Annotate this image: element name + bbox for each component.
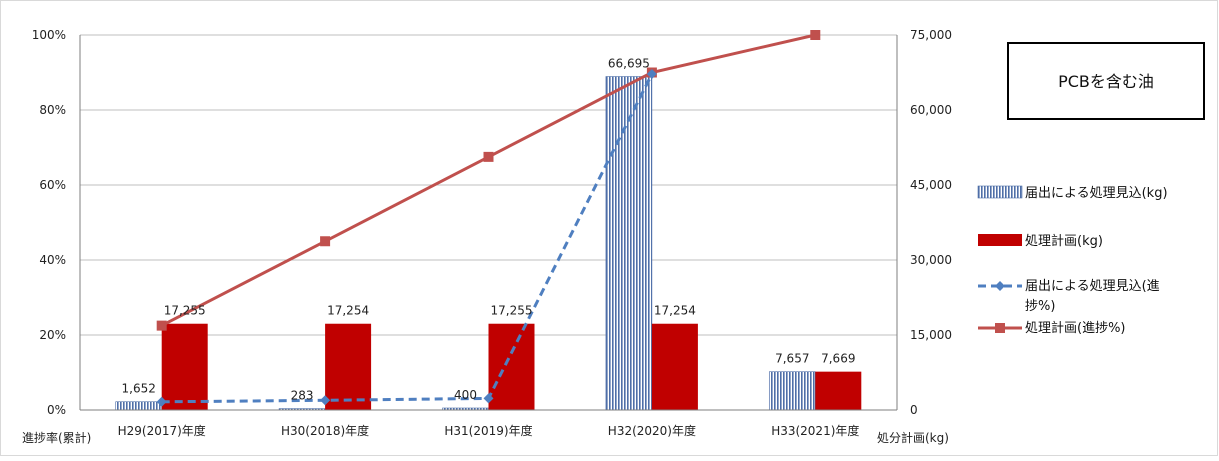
bar-forecast <box>769 372 815 410</box>
legend-label-forecast-bar: 届出による処理見込(kg) <box>1025 186 1168 201</box>
plan-progress-marker <box>157 321 167 331</box>
right-axis-title: 処分計画(kg) <box>877 430 949 445</box>
data-label-forecast: 283 <box>291 389 314 403</box>
data-label-plan: 17,255 <box>164 304 206 318</box>
data-label-forecast: 1,652 <box>122 382 156 396</box>
chart-title: PCBを含む油 <box>1058 72 1154 91</box>
legend-label-plan-bar: 処理計画(kg) <box>1025 233 1103 249</box>
bar-plan <box>489 324 535 410</box>
left-tick-label: 60% <box>39 178 66 192</box>
legend-swatch-forecast-bar <box>978 186 1022 198</box>
data-label-forecast: 7,657 <box>775 352 809 366</box>
data-label-forecast: 400 <box>454 388 477 402</box>
left-tick-label: 0% <box>47 403 66 417</box>
category-label: H29(2017)年度 <box>118 423 206 438</box>
category-label: H32(2020)年度 <box>608 423 696 438</box>
right-tick-label: 30,000 <box>910 253 952 267</box>
left-tick-label: 100% <box>32 28 66 42</box>
right-tick-label: 60,000 <box>910 103 952 117</box>
plan-progress-marker <box>484 152 494 162</box>
right-tick-label: 45,000 <box>910 178 952 192</box>
right-tick-label: 15,000 <box>910 328 952 342</box>
data-label-forecast: 66,695 <box>608 57 650 71</box>
category-label: H31(2019)年度 <box>444 423 532 438</box>
bar-plan <box>325 324 371 410</box>
left-tick-label: 20% <box>39 328 66 342</box>
data-label-plan: 17,255 <box>491 304 533 318</box>
chart-title-box: PCBを含む油 <box>1008 43 1204 119</box>
right-tick-label: 75,000 <box>910 28 952 42</box>
right-tick-label: 0 <box>910 403 918 417</box>
bar-forecast <box>116 402 162 410</box>
legend-marker-plan-line <box>995 323 1005 333</box>
category-label: H33(2021)年度 <box>771 423 859 438</box>
left-tick-label: 40% <box>39 253 66 267</box>
bar-plan <box>815 372 861 410</box>
bar-plan <box>162 324 208 410</box>
category-label: H30(2018)年度 <box>281 423 369 438</box>
data-label-plan: 17,254 <box>654 304 696 318</box>
data-label-plan: 17,254 <box>327 304 369 318</box>
bar-plan <box>652 324 698 410</box>
left-axis-title: 進捗率(累計) <box>22 430 91 445</box>
plan-progress-marker <box>810 30 820 40</box>
legend-swatch-plan-bar <box>978 234 1022 246</box>
data-label-plan: 7,669 <box>821 352 855 366</box>
plan-progress-marker <box>320 236 330 246</box>
legend-label-plan-line: 処理計画(進捗%) <box>1025 320 1126 336</box>
left-tick-label: 80% <box>39 103 66 117</box>
bar-forecast <box>606 77 652 410</box>
